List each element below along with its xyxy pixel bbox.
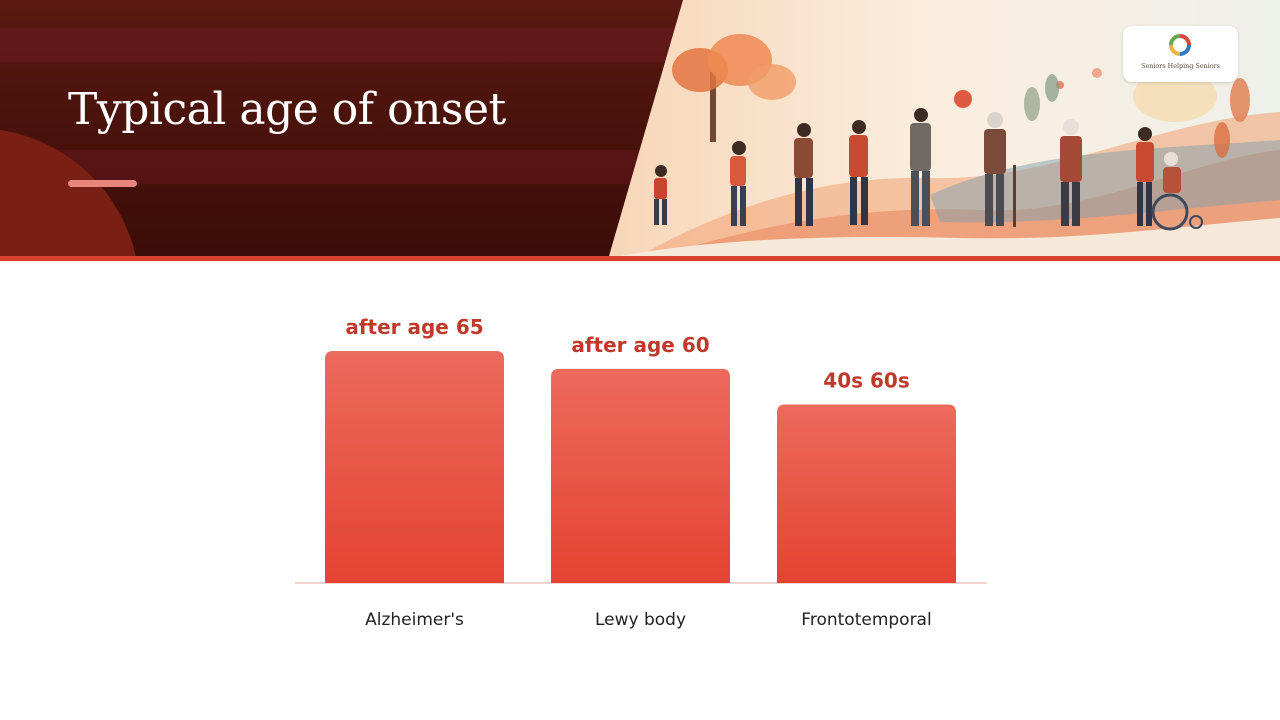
title-panel-band [0,28,700,62]
page-title: Typical age of onset [68,84,506,135]
ring-logo-icon [1169,34,1191,56]
title-panel: Typical age of onset [0,0,700,256]
category-label-1: Lewy body [595,610,686,630]
header-divider [0,256,1280,261]
bar-1 [551,368,730,583]
data-label-0: after age 65 [345,315,483,339]
title-panel-band [0,150,700,184]
title-underline [68,180,137,187]
data-label-1: after age 60 [571,333,709,357]
bar-chart: after age 65 Alzheimer's after age 60 Lewy … [295,315,987,630]
category-label-2: Frontotemporal [801,610,931,630]
bar-0 [325,351,504,583]
logo-card[interactable]: Seniors Helping Seniors [1123,26,1238,82]
data-label-2: 40s 60s [823,369,909,393]
logo-wordmark: Seniors Helping Seniors [1141,62,1220,70]
header-banner: Typical age of onset [0,0,1280,256]
bar-2 [777,404,956,583]
generations-illustration [609,0,1280,256]
category-label-0: Alzheimer's [365,610,464,630]
onset-age-chart: after age 65 Alzheimer's after age 60 Lewy … [0,261,1280,720]
